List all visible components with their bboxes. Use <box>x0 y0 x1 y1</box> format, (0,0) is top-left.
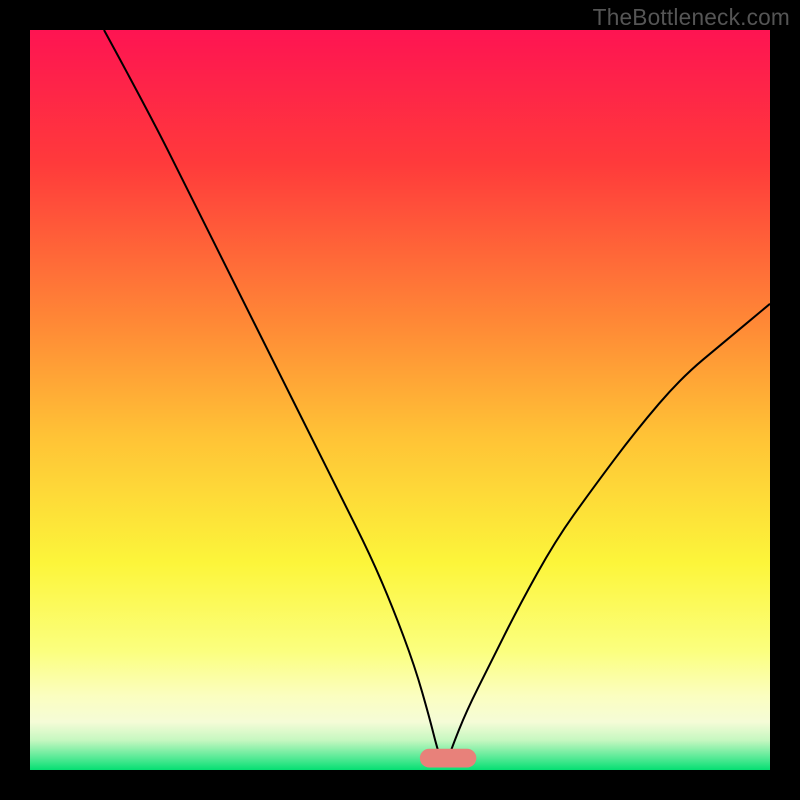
chart-frame: TheBottleneck.com <box>0 0 800 800</box>
plot-background <box>30 30 770 770</box>
minimum-marker <box>420 749 476 767</box>
bottleneck-curve-chart <box>0 0 800 800</box>
watermark-text: TheBottleneck.com <box>593 4 790 31</box>
